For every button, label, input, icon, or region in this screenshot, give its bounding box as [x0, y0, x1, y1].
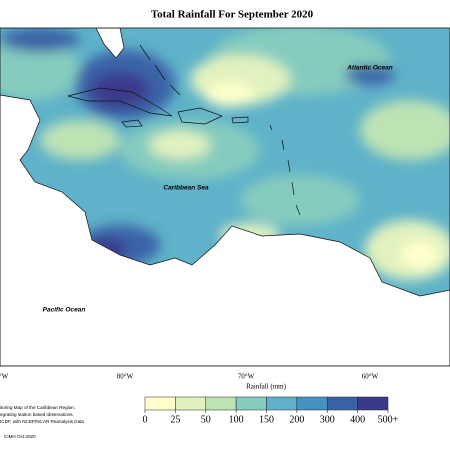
hispaniola: [177, 107, 223, 125]
florida: [95, 28, 125, 59]
colorbar-tick-label: 400: [350, 414, 365, 425]
colorbar-tick-label: 150: [259, 414, 274, 425]
credit: CIMH Oct 2020: [4, 434, 36, 439]
colorbar-bin: [205, 396, 237, 411]
colorbar-bin: [327, 396, 358, 411]
colorbar-title: Rainfall (mm): [246, 383, 287, 391]
longitude-label: 80°W: [117, 373, 134, 381]
colorbar-bin: [235, 396, 267, 411]
colorbar-bin: [266, 396, 298, 411]
longitude-label: 90°W: [0, 373, 9, 381]
colorbar: 0 25 50 100 150 200 300 400 500+: [143, 396, 399, 425]
colorbar-bin: [357, 396, 389, 411]
place-label: Pacific Ocean: [43, 307, 86, 314]
map: Atlantic Ocean Caribbean Sea Pacific Oce…: [0, 28, 450, 366]
place-label: Atlantic Ocean: [346, 65, 393, 72]
colorbar-tick-label: 50: [201, 414, 211, 425]
colorbar-bin: [175, 396, 206, 411]
colorbar-tick-label: 200: [289, 414, 304, 425]
colorbar-tick-label: 25: [170, 414, 180, 425]
colorbar-bin: [144, 396, 176, 411]
longitude-label: 70°W: [238, 373, 255, 381]
jamaica: [121, 119, 143, 128]
note: itoring Map of the Caribbean Region.: [0, 405, 75, 410]
land: [0, 94, 450, 366]
title: Total Rainfall For September 2020: [151, 9, 314, 21]
note: ICDF, with NCEP/NCAR Reanalysis Data: [0, 419, 84, 424]
cuba: [67, 87, 173, 117]
colorbar-bin: [296, 396, 328, 411]
colorbar-tick-label: 500+: [378, 414, 399, 425]
colorbar-tick-label: 0: [143, 414, 148, 425]
lesser-antilles: [269, 124, 301, 216]
puerto-rico: [231, 116, 249, 124]
map-frame: [0, 27, 450, 367]
colorbar-tick-label: 100: [229, 414, 244, 425]
place-label: Caribbean Sea: [163, 185, 209, 192]
colorbar-tick-label: 300: [320, 414, 335, 425]
note: egrating station based observations,: [0, 412, 74, 417]
bahamas: [139, 44, 181, 96]
longitude-label: 60°W: [362, 373, 379, 381]
